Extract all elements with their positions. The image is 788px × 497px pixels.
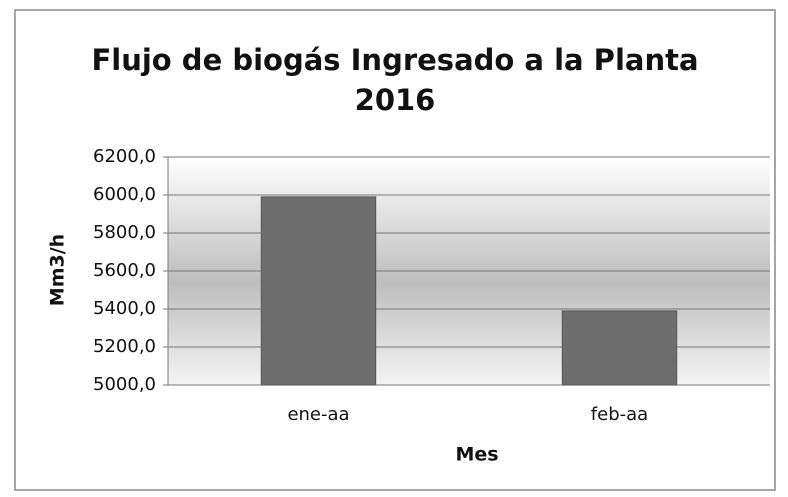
x-tick-label: feb-aa xyxy=(591,404,648,425)
chart-title: 2016 xyxy=(355,83,436,117)
chart-title: Flujo de biogás Ingresado a la Planta xyxy=(91,43,698,77)
y-tick-label: 5000,0 xyxy=(93,374,156,395)
bar xyxy=(561,310,678,386)
x-axis-label: Mes xyxy=(455,444,498,466)
y-tick-label: 6000,0 xyxy=(93,184,156,205)
y-tick-label: 5200,0 xyxy=(93,336,156,357)
y-tick-label: 5600,0 xyxy=(93,260,156,281)
y-tick-label: 5400,0 xyxy=(93,298,156,319)
y-tick-label: 6200,0 xyxy=(93,146,156,167)
bar xyxy=(260,196,377,386)
y-axis-label: Mm3/h xyxy=(47,234,69,306)
y-tick-label: 5800,0 xyxy=(93,222,156,243)
x-tick-label: ene-aa xyxy=(287,404,349,425)
